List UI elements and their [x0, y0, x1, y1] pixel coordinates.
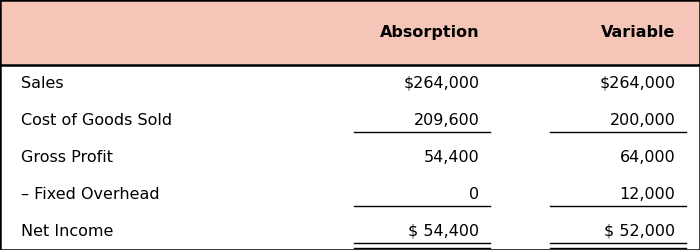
Text: Sales: Sales	[21, 76, 64, 91]
Text: Cost of Goods Sold: Cost of Goods Sold	[21, 113, 172, 128]
Text: 0: 0	[470, 187, 480, 202]
Text: 200,000: 200,000	[610, 113, 676, 128]
Text: 64,000: 64,000	[620, 150, 676, 165]
Text: Absorption: Absorption	[380, 25, 480, 40]
Text: Variable: Variable	[601, 25, 676, 40]
Text: $264,000: $264,000	[403, 76, 480, 91]
Text: Gross Profit: Gross Profit	[21, 150, 113, 165]
Text: Net Income: Net Income	[21, 224, 113, 239]
Text: 54,400: 54,400	[424, 150, 480, 165]
Text: – Fixed Overhead: – Fixed Overhead	[21, 187, 160, 202]
Text: $ 52,000: $ 52,000	[604, 224, 676, 239]
Text: $264,000: $264,000	[599, 76, 675, 91]
FancyBboxPatch shape	[0, 0, 700, 65]
Text: 209,600: 209,600	[414, 113, 480, 128]
Text: $ 54,400: $ 54,400	[408, 224, 480, 239]
Text: 12,000: 12,000	[620, 187, 676, 202]
